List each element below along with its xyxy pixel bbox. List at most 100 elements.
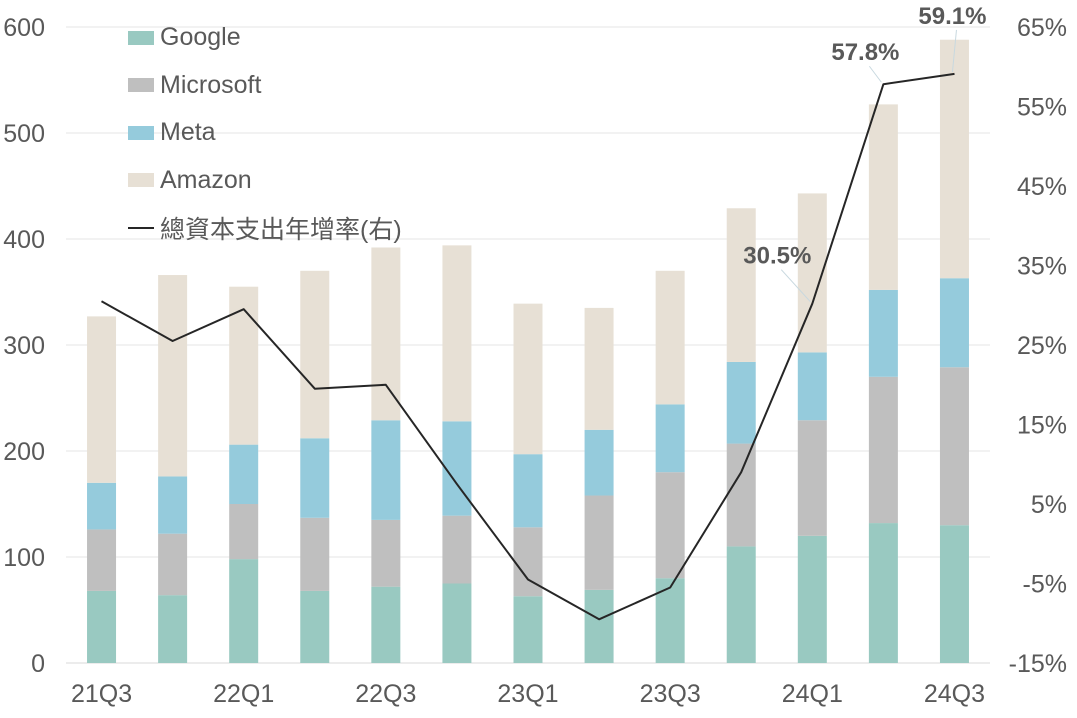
annotation-label: 30.5% [743,243,811,270]
x-tick-label: 24Q1 [782,680,843,708]
y-right-tick-label: 15% [1017,412,1067,440]
legend-label: Microsoft [160,70,262,99]
y-right-tick-label: 45% [1017,173,1067,201]
legend-swatch [128,125,154,140]
legend-line-swatch [128,226,154,229]
y-right-tick-label: 35% [1017,253,1067,281]
bar-google-24q2 [868,523,898,663]
bar-google-22q4 [442,583,472,663]
bar-meta-23q1 [513,454,543,528]
bar-microsoft-24q1 [797,420,827,536]
x-axis: 21Q3 22Q1 22Q3 23Q1 23Q3 24Q1 24Q3 [71,680,985,708]
legend-item-microsoft: Microsoft [128,62,402,110]
bar-meta-24q2 [868,289,898,377]
bar-meta-22q4 [442,421,472,516]
bar-google-23q4 [726,546,756,663]
annotation-label: 57.8% [831,39,899,66]
bar-amazon-22q4 [442,245,472,422]
bar-google-21q3 [87,590,117,663]
y-left-tick-label: 400 [3,226,45,254]
legend-label: Google [160,23,241,52]
y-right-tick-label: 65% [1017,14,1067,42]
bar-amazon-24q3 [939,39,969,279]
legend-swatch [128,173,154,188]
y-right-tick-label: -15% [1009,650,1067,678]
legend-swatch [128,30,154,45]
legend-item-meta: Meta [128,109,402,157]
x-tick-label: 22Q1 [213,680,274,708]
bar-amazon-22q3 [371,247,401,421]
bar-google-23q3 [655,578,685,663]
bar-google-24q3 [939,525,969,663]
bar-meta-24q3 [939,278,969,368]
bar-meta-21q4 [158,476,188,534]
bar-microsoft-22q2 [300,517,330,591]
bar-microsoft-22q4 [442,515,472,584]
bar-microsoft-23q4 [726,443,756,547]
bar-meta-24q1 [797,352,827,421]
x-tick-label: 23Q1 [497,680,558,708]
annotation-leader [951,29,957,72]
bar-google-23q2 [584,589,614,663]
y-right-tick-label: 25% [1017,332,1067,360]
bar-meta-23q2 [584,429,614,496]
bar-amazon-23q1 [513,303,543,455]
annotation-leader [868,65,882,83]
bar-microsoft-22q1 [229,504,259,560]
y-left-tick-label: 0 [31,650,45,678]
y-left-tick-label: 300 [3,332,45,360]
legend-item-google: Google [128,14,402,62]
bar-microsoft-24q2 [868,376,898,524]
bar-amazon-22q2 [300,270,330,439]
y-left-tick-label: 600 [3,14,45,42]
bar-google-22q3 [371,586,401,663]
x-tick-label: 22Q3 [355,680,416,708]
legend-item-amazon: Amazon [128,157,402,205]
legend-label: Amazon [160,165,252,194]
bar-google-21q4 [158,595,188,663]
y-right-tick-label: 5% [1031,491,1067,519]
annotation-labels: 30.5% 57.8% 59.1% [743,3,986,270]
y-axis-left: 0 100 200 300 400 500 600 [3,14,45,678]
legend: Google Microsoft Meta Amazon 總資本支出年增率(右) [128,14,402,252]
y-left-tick-label: 100 [3,544,45,572]
bar-google-23q1 [513,596,543,663]
x-tick-label: 21Q3 [71,680,132,708]
annotation-label: 59.1% [918,3,986,30]
growth-line [101,72,955,621]
legend-swatch [128,78,154,93]
annotation-leader [780,269,811,302]
bar-microsoft-23q2 [584,495,614,590]
y-right-tick-label: -5% [1023,571,1067,599]
y-axis-right: -15% -5% 5% 15% 25% 35% 45% 55% 65% [1009,14,1067,678]
x-tick-label: 24Q3 [924,680,985,708]
bar-microsoft-24q3 [939,367,969,526]
bar-google-24q1 [797,535,827,663]
bar-microsoft-21q4 [158,533,188,596]
bars [87,39,969,663]
x-tick-label: 23Q3 [640,680,701,708]
bar-amazon-23q3 [655,270,685,405]
bar-meta-21q3 [87,482,117,530]
bar-google-22q1 [229,559,259,663]
bar-meta-22q2 [300,438,330,518]
y-right-tick-label: 55% [1017,94,1067,122]
bar-amazon-21q4 [158,275,188,477]
bar-google-22q2 [300,590,330,663]
legend-label: 總資本支出年增率(右) [160,215,402,244]
y-left-tick-label: 200 [3,438,45,466]
bar-microsoft-21q3 [87,529,117,591]
bar-meta-22q1 [229,444,259,504]
bar-amazon-24q2 [868,104,898,290]
bar-meta-23q3 [655,404,685,473]
bar-amazon-21q3 [87,316,117,483]
legend-item-growth-line: 總資本支出年增率(右) [128,204,402,252]
y-left-tick-label: 500 [3,120,45,148]
bar-microsoft-22q3 [371,519,401,587]
bar-meta-23q4 [726,361,756,444]
bar-microsoft-23q3 [655,472,685,579]
annotation-leaders [780,29,957,302]
legend-label: Meta [160,118,216,147]
bar-meta-22q3 [371,420,401,520]
